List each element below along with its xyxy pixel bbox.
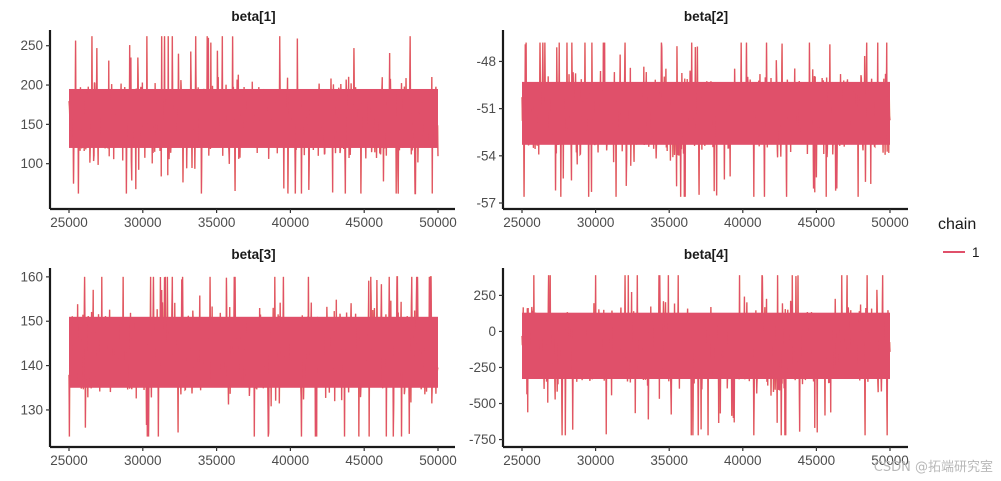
- x-tick-label: 40000: [272, 453, 310, 468]
- trace-line-chain-1: [68, 276, 439, 437]
- x-tick-label: 45000: [345, 453, 383, 468]
- x-tick-label: 25000: [50, 453, 88, 468]
- x-tick-label: 50000: [871, 453, 909, 468]
- panel-title: beta[3]: [231, 247, 275, 262]
- panel-title: beta[4]: [684, 247, 728, 262]
- y-tick-label: -54: [476, 148, 496, 163]
- y-tick-label: -500: [469, 396, 496, 411]
- trace-panel-4: beta[4] -750 -500 -250 0 250 25000 30000 35000 40…: [469, 247, 909, 468]
- panel-title: beta[1]: [231, 9, 275, 24]
- x-tick-label: 45000: [798, 215, 836, 230]
- y-tick-label: 200: [20, 78, 43, 93]
- legend-title: chain: [938, 216, 976, 233]
- x-tick-label: 30000: [124, 453, 162, 468]
- x-tick-label: 40000: [272, 215, 310, 230]
- y-tick-label: 150: [20, 117, 43, 132]
- x-tick-label: 35000: [650, 215, 688, 230]
- y-tick-label: -57: [476, 196, 496, 211]
- y-tick-label: 100: [20, 156, 43, 171]
- y-tick-label: -750: [469, 432, 496, 447]
- y-tick-label: 160: [20, 269, 43, 284]
- x-tick-label: 40000: [724, 215, 762, 230]
- x-tick-label: 35000: [650, 453, 688, 468]
- x-tick-label: 25000: [503, 453, 541, 468]
- x-tick-label: 30000: [124, 215, 162, 230]
- y-tick-label: 0: [488, 324, 496, 339]
- x-tick-label: 45000: [345, 215, 383, 230]
- trace-panel-1: beta[1] 100 150 200 250 25000 30000 35000 40000 4…: [20, 9, 456, 230]
- y-tick-label: 250: [20, 38, 43, 53]
- trace-line-chain-1: [68, 36, 439, 195]
- x-tick-label: 35000: [198, 215, 236, 230]
- y-tick-label: 140: [20, 358, 43, 373]
- x-tick-label: 30000: [577, 215, 615, 230]
- x-tick-label: 50000: [871, 215, 909, 230]
- y-tick-label: 250: [473, 288, 496, 303]
- y-tick-label: 150: [20, 314, 43, 329]
- legend: chain 1: [938, 216, 980, 260]
- panel-title: beta[2]: [684, 9, 728, 24]
- trace-line-chain-1: [521, 275, 891, 436]
- y-tick-label: -48: [476, 54, 496, 69]
- x-tick-label: 45000: [798, 453, 836, 468]
- x-tick-label: 50000: [419, 453, 457, 468]
- y-tick-label: -250: [469, 360, 496, 375]
- watermark-text: CSDN @拓端研究室: [873, 460, 993, 475]
- y-tick-label: 130: [20, 402, 43, 417]
- x-tick-label: 50000: [419, 215, 457, 230]
- trace-line-chain-1: [521, 42, 891, 197]
- legend-label: 1: [972, 245, 980, 260]
- trace-panel-3: beta[3] 130 140 150 160 25000 30000 35000 40000 4…: [20, 247, 456, 468]
- x-tick-label: 25000: [50, 215, 88, 230]
- x-tick-label: 30000: [577, 453, 615, 468]
- y-tick-label: -51: [476, 101, 496, 116]
- x-tick-label: 35000: [198, 453, 236, 468]
- x-tick-label: 40000: [724, 453, 762, 468]
- x-tick-label: 25000: [503, 215, 541, 230]
- trace-panel-2: beta[2] -57 -54 -51 -48 25000 30000 35000 40000 4…: [476, 9, 908, 230]
